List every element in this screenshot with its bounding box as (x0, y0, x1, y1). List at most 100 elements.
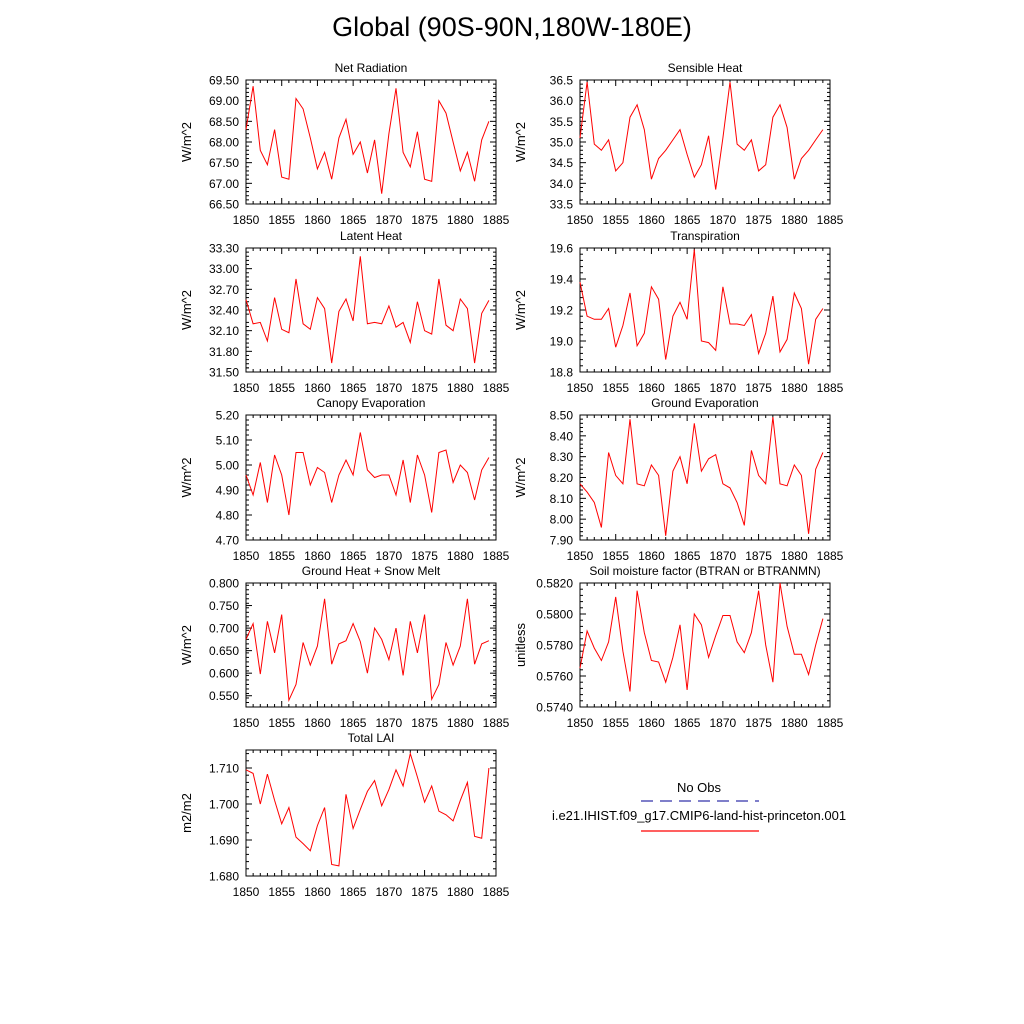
x-tick-label: 1855 (268, 381, 295, 395)
y-tick-label: 8.00 (550, 513, 574, 527)
y-tick-label: 32.70 (209, 283, 239, 297)
panel-title: Soil moisture factor (BTRAN or BTRANMN) (589, 564, 820, 578)
x-tick-label: 1885 (483, 716, 510, 730)
y-tick-label: 7.90 (550, 534, 574, 548)
x-tick-label: 1870 (376, 213, 403, 227)
x-tick-label: 1850 (233, 213, 260, 227)
y-tick-label: 36.0 (550, 94, 574, 108)
y-tick-label: 0.800 (209, 577, 239, 591)
y-tick-label: 8.10 (550, 492, 574, 506)
x-tick-label: 1865 (340, 885, 367, 899)
series-line (245, 256, 490, 364)
plot-frame (579, 247, 831, 373)
series-line (245, 598, 490, 703)
x-tick-label: 1850 (233, 381, 260, 395)
series-line (579, 417, 824, 536)
panel-title: Net Radiation (335, 61, 408, 75)
panels-group: Net Radiation W/m^2 1850 1855 1860 1865 1870 18… (179, 61, 844, 899)
series-line (579, 82, 824, 190)
series-line (245, 86, 490, 194)
legend-obs-label: No Obs (677, 780, 722, 795)
y-tick-label: 4.80 (216, 509, 240, 523)
figure-title: Global (90S-90N,180W-180E) (332, 12, 692, 42)
panel-title: Transpiration (670, 229, 740, 243)
y-tick-label: 34.5 (550, 156, 574, 170)
x-tick-label: 1870 (710, 549, 737, 563)
y-tick-label: 19.6 (550, 242, 574, 256)
y-tick-label: 34.0 (550, 177, 574, 191)
panel-title: Ground Evaporation (651, 396, 758, 410)
x-tick-label: 1875 (745, 716, 772, 730)
y-tick-label: 31.80 (209, 345, 239, 359)
panel-title: Total LAI (348, 731, 395, 745)
y-tick-label: 0.550 (209, 689, 239, 703)
x-tick-label: 1860 (638, 381, 665, 395)
y-axis-label: W/m^2 (179, 122, 194, 162)
y-axis-label: W/m^2 (179, 625, 194, 665)
y-tick-label: 33.00 (209, 262, 239, 276)
x-tick-label: 1885 (483, 549, 510, 563)
x-tick-label: 1885 (483, 213, 510, 227)
y-tick-label: 0.5760 (536, 670, 573, 684)
y-tick-label: 18.8 (550, 366, 574, 380)
x-tick-label: 1870 (710, 381, 737, 395)
chart-panel: Ground Evaporation W/m^2 1850 1855 1860 1865 1… (513, 396, 844, 563)
x-tick-label: 1880 (781, 549, 808, 563)
x-tick-label: 1875 (745, 213, 772, 227)
panel-title: Ground Heat + Snow Melt (302, 564, 441, 578)
panel-title: Sensible Heat (668, 61, 743, 75)
x-tick-label: 1855 (602, 381, 629, 395)
y-tick-label: 8.40 (550, 429, 574, 443)
y-tick-label: 67.50 (209, 156, 239, 170)
y-tick-label: 1.680 (209, 870, 239, 884)
y-tick-label: 36.5 (550, 74, 574, 88)
y-tick-label: 68.00 (209, 136, 239, 150)
legend: No Obs i.e21.IHIST.f09_g17.CMIP6-land-hi… (552, 780, 846, 832)
plot-frame (245, 414, 497, 541)
y-tick-label: 0.750 (209, 599, 239, 613)
x-tick-label: 1855 (268, 885, 295, 899)
y-axis-label: W/m^2 (513, 290, 528, 330)
x-tick-label: 1880 (781, 716, 808, 730)
y-axis-label: W/m^2 (513, 122, 528, 162)
x-tick-label: 1885 (483, 885, 510, 899)
plot-frame (245, 247, 497, 373)
plot-frame (245, 582, 497, 708)
x-tick-label: 1880 (447, 549, 474, 563)
chart-panel: Total LAI m2/m2 1850 1855 1860 1865 1870 1875 18… (179, 731, 510, 899)
x-tick-label: 1870 (710, 716, 737, 730)
y-tick-label: 35.0 (550, 136, 574, 150)
x-tick-label: 1865 (674, 549, 701, 563)
y-tick-label: 8.30 (550, 450, 574, 464)
series-line (245, 751, 490, 867)
x-tick-label: 1855 (268, 549, 295, 563)
y-tick-label: 8.50 (550, 409, 574, 423)
x-tick-label: 1850 (567, 716, 594, 730)
y-tick-label: 4.90 (216, 484, 240, 498)
x-tick-label: 1875 (411, 716, 438, 730)
x-tick-label: 1880 (447, 885, 474, 899)
y-axis-label: W/m^2 (513, 457, 528, 497)
y-tick-label: 1.690 (209, 834, 239, 848)
x-tick-label: 1875 (745, 549, 772, 563)
plot-frame (579, 582, 831, 708)
x-tick-label: 1860 (638, 716, 665, 730)
x-tick-label: 1885 (483, 381, 510, 395)
chart-panel: Sensible Heat W/m^2 1850 1855 1860 1865 1870 18… (513, 61, 844, 227)
x-tick-label: 1865 (674, 213, 701, 227)
x-tick-label: 1860 (638, 213, 665, 227)
x-tick-label: 1875 (745, 381, 772, 395)
chart-panel: Latent Heat W/m^2 1850 1855 1860 1865 1870 1875… (179, 229, 510, 395)
x-tick-label: 1875 (411, 213, 438, 227)
legend-model-label: i.e21.IHIST.f09_g17.CMIP6-land-hist-prin… (552, 808, 846, 823)
y-tick-label: 5.20 (216, 409, 240, 423)
series-line (579, 582, 824, 692)
x-tick-label: 1885 (817, 716, 844, 730)
plot-frame (245, 749, 497, 877)
x-tick-label: 1885 (817, 549, 844, 563)
x-tick-label: 1860 (304, 213, 331, 227)
y-tick-label: 69.50 (209, 74, 239, 88)
x-tick-label: 1865 (340, 549, 367, 563)
chart-panel: Net Radiation W/m^2 1850 1855 1860 1865 1870 18… (179, 61, 510, 227)
y-tick-label: 0.5800 (536, 608, 573, 622)
